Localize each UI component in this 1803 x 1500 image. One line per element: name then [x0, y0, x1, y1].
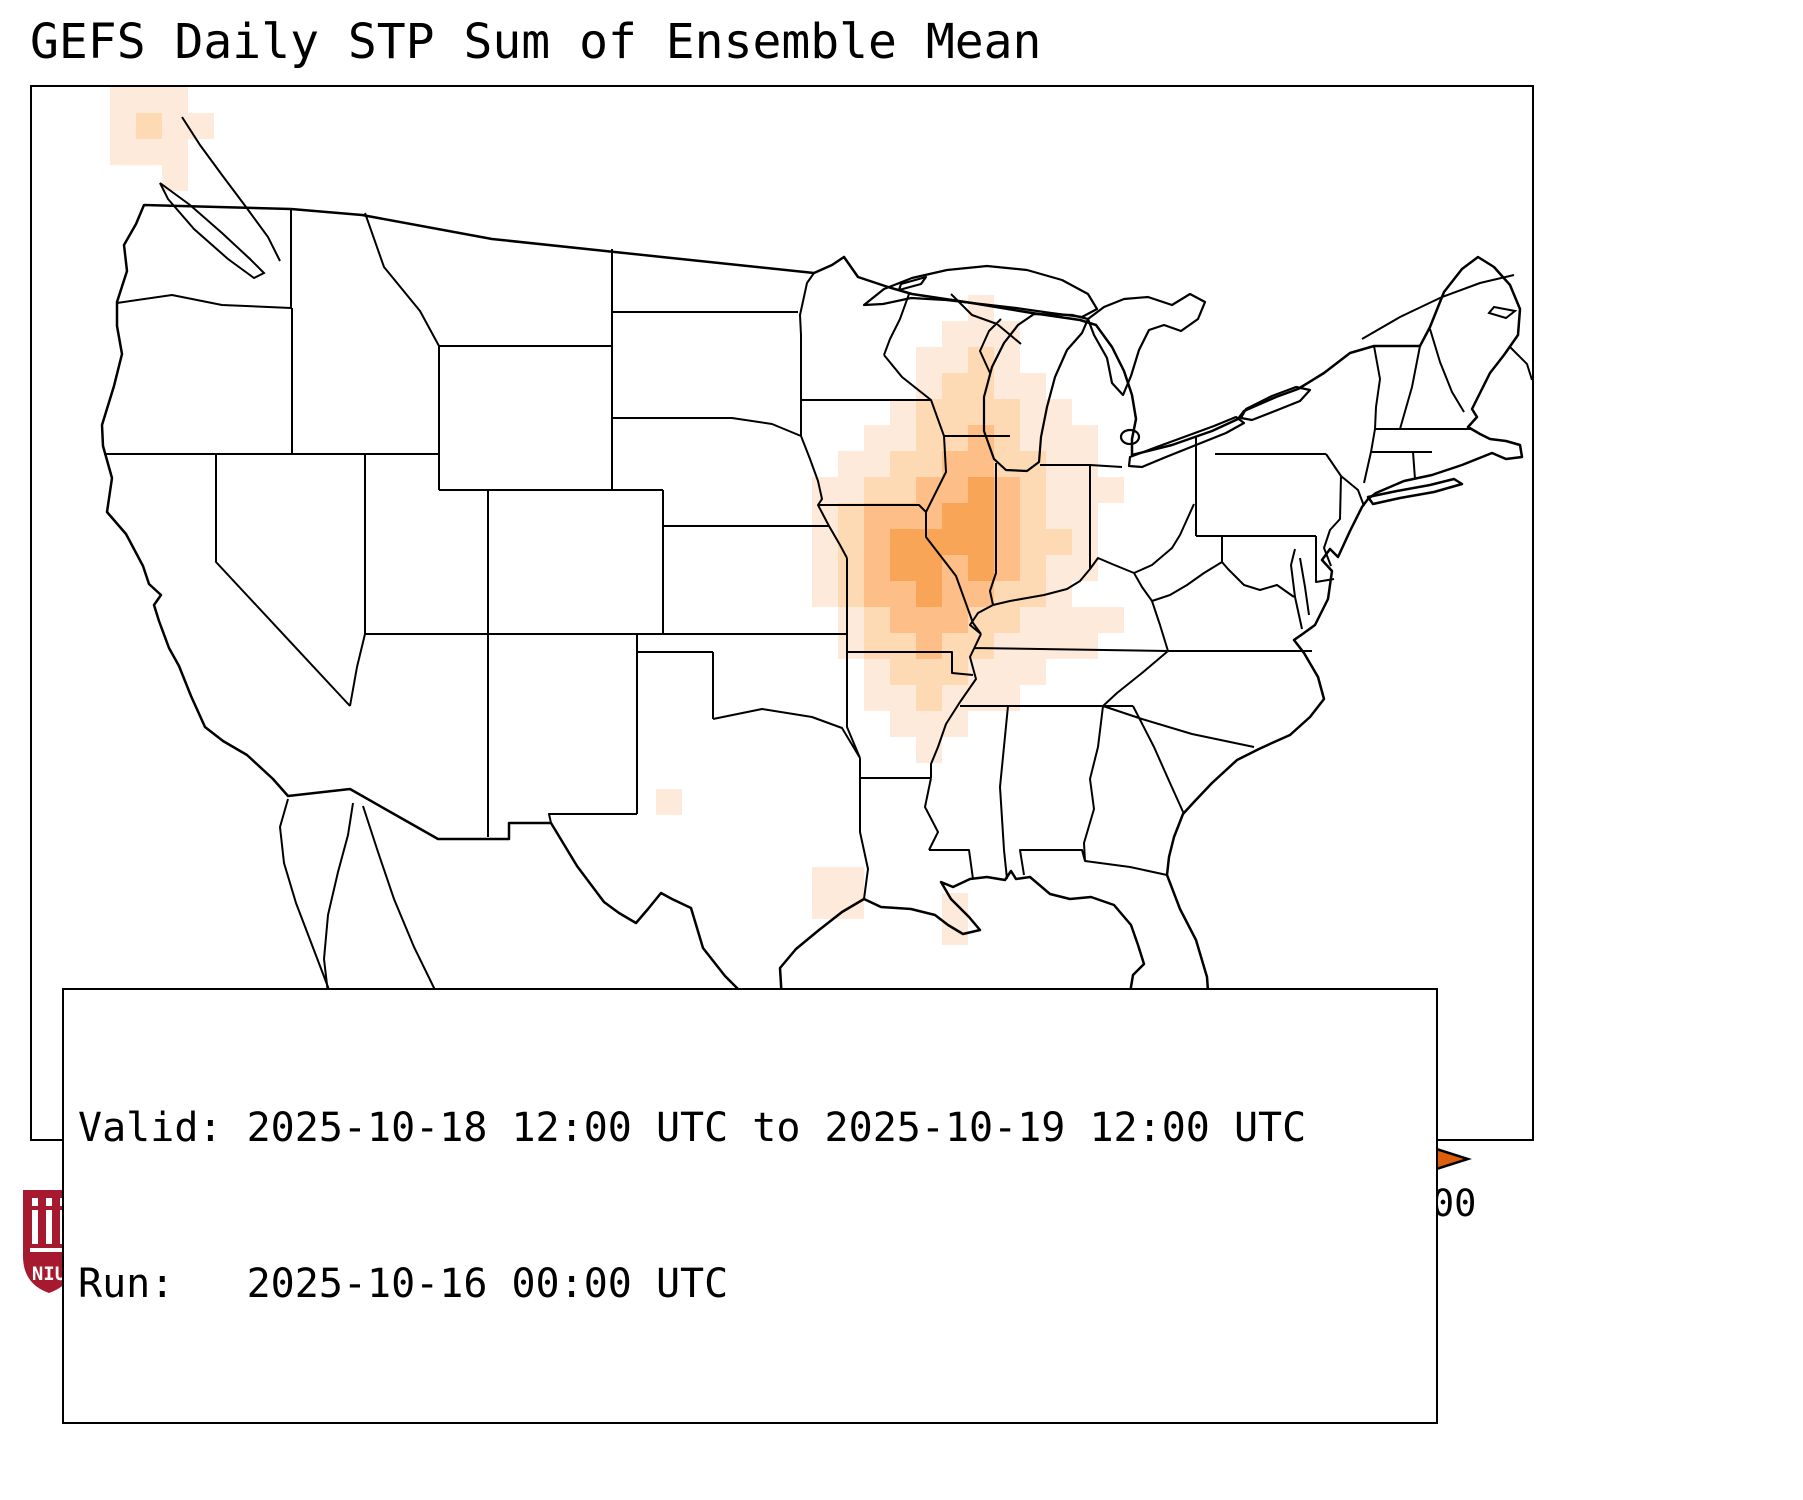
niu-logo-text: NIU: [32, 1263, 66, 1285]
us-map: [32, 87, 1532, 1139]
valid-line: Valid: 2025-10-18 12:00 UTC to 2025-10-1…: [78, 1105, 1307, 1151]
map-frame: Valid: 2025-10-18 12:00 UTC to 2025-10-1…: [30, 85, 1534, 1424]
plot-title: GEFS Daily STP Sum of Ensemble Mean: [30, 14, 1042, 70]
state-borders: [104, 209, 1472, 899]
run-line: Run: 2025-10-16 00:00 UTC: [78, 1261, 729, 1307]
heatmap-cells: [110, 87, 1124, 945]
conus-outline: [102, 205, 1522, 1059]
valid-run-info-box: Valid: 2025-10-18 12:00 UTC to 2025-10-1…: [62, 988, 1438, 1424]
great-lakes: [864, 266, 1310, 471]
